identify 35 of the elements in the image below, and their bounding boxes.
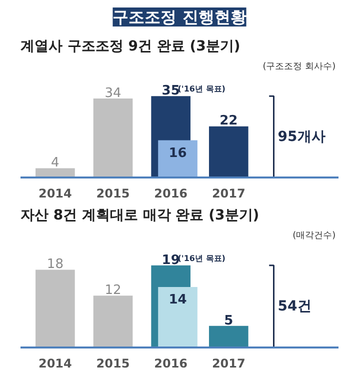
bar <box>36 168 75 178</box>
data-label: 19 <box>162 252 180 268</box>
y-axis-title: (매각건수) <box>292 230 336 241</box>
chart-title: 자산 8건 계획대로 매각 완료 (3분기) <box>20 208 260 224</box>
data-label: 12 <box>104 283 122 298</box>
x-tick-label: 2014 <box>38 356 72 370</box>
bar <box>36 270 75 348</box>
data-label: 18 <box>46 257 64 272</box>
chart-subtitle: 계열사 구조조정 9건 완료 (3분기) <box>20 38 240 54</box>
data-label: 14 <box>168 292 187 308</box>
bar <box>93 296 133 348</box>
bar <box>208 126 248 178</box>
x-tick-label: 2015 <box>96 186 130 200</box>
bar <box>93 98 133 178</box>
bar <box>158 140 198 178</box>
annotation: ('16년 목표) <box>178 254 226 263</box>
x-tick-label: 2016 <box>154 186 188 200</box>
data-label: 22 <box>220 114 238 129</box>
data-label: 4 <box>51 156 60 171</box>
x-tick-label: 2017 <box>212 186 246 200</box>
bar <box>208 326 248 348</box>
annotation: ('16년 목표) <box>178 84 226 94</box>
x-tick-label: 2015 <box>96 356 130 370</box>
data-label: 16 <box>168 146 187 161</box>
data-label: 5 <box>224 313 234 328</box>
data-label: 35 <box>162 83 180 98</box>
x-tick-label: 2017 <box>212 356 246 370</box>
text: 54건 <box>278 298 312 314</box>
data-label: 34 <box>104 86 122 101</box>
chart-title: 구조조정 진행현황 <box>112 8 246 26</box>
y-axis-title: (구조조정 회사수) <box>262 62 336 72</box>
text: 95개사 <box>278 128 326 145</box>
x-tick-label: 2016 <box>154 356 188 370</box>
bar <box>158 287 198 348</box>
x-tick-label: 2014 <box>38 186 72 200</box>
